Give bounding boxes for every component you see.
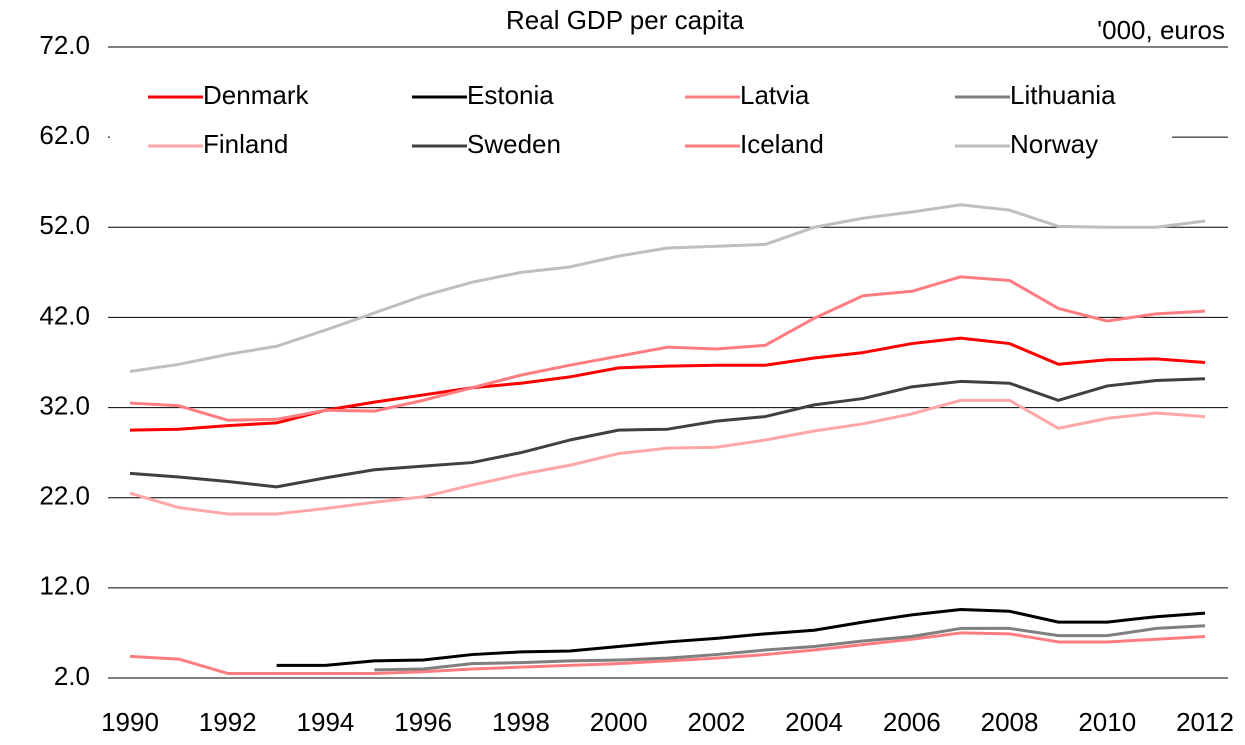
legend-label: Estonia — [467, 80, 554, 110]
x-tick-label: 1996 — [394, 707, 452, 737]
x-tick-label: 1998 — [492, 707, 550, 737]
legend-background — [110, 70, 1172, 166]
legend-label: Lithuania — [1010, 80, 1116, 110]
legend-label: Finland — [203, 129, 288, 159]
y-tick-label: 72.0 — [39, 30, 90, 60]
x-tick-label: 2006 — [883, 707, 941, 737]
series-line — [129, 203, 1206, 373]
legend-label: Latvia — [740, 80, 810, 110]
x-tick-label: 2000 — [590, 707, 648, 737]
series-line — [374, 624, 1206, 672]
x-tick-label: 2008 — [981, 707, 1039, 737]
series-line — [276, 607, 1206, 667]
legend-label: Iceland — [740, 129, 824, 159]
x-tick-label: 1994 — [297, 707, 355, 737]
y-tick-label: 22.0 — [39, 481, 90, 511]
legend-label: Denmark — [203, 80, 309, 110]
legend-label: Norway — [1010, 129, 1098, 159]
x-tick-label: 1992 — [199, 707, 257, 737]
y-tick-label: 32.0 — [39, 390, 90, 420]
series-line — [129, 377, 1206, 489]
x-tick-label: 2010 — [1078, 707, 1136, 737]
chart-title: Real GDP per capita — [506, 5, 745, 35]
series-line — [129, 631, 1206, 675]
y-tick-label: 12.0 — [39, 571, 90, 601]
y-tick-label: 62.0 — [39, 120, 90, 150]
legend-label: Sweden — [467, 129, 561, 159]
x-tick-label: 2012 — [1176, 707, 1234, 737]
x-tick-label: 2004 — [785, 707, 843, 737]
y-tick-label: 42.0 — [39, 300, 90, 330]
plot-area — [129, 203, 1206, 675]
y-tick-label: 52.0 — [39, 210, 90, 240]
axes: 2.0 12.0 22.0 32.0 42.0 52.0 62.0 72.0 1990 1992 1… — [39, 30, 1234, 737]
series-line — [129, 398, 1206, 516]
x-tick-label: 2002 — [687, 707, 745, 737]
x-tick-label: 1990 — [101, 707, 159, 737]
y-tick-label: 2.0 — [54, 661, 90, 691]
unit-label: '000, euros — [1097, 15, 1225, 45]
legend: Denmark Estonia Latvia Lithuania Finland Swed… — [148, 80, 1116, 159]
series-line — [129, 275, 1206, 422]
